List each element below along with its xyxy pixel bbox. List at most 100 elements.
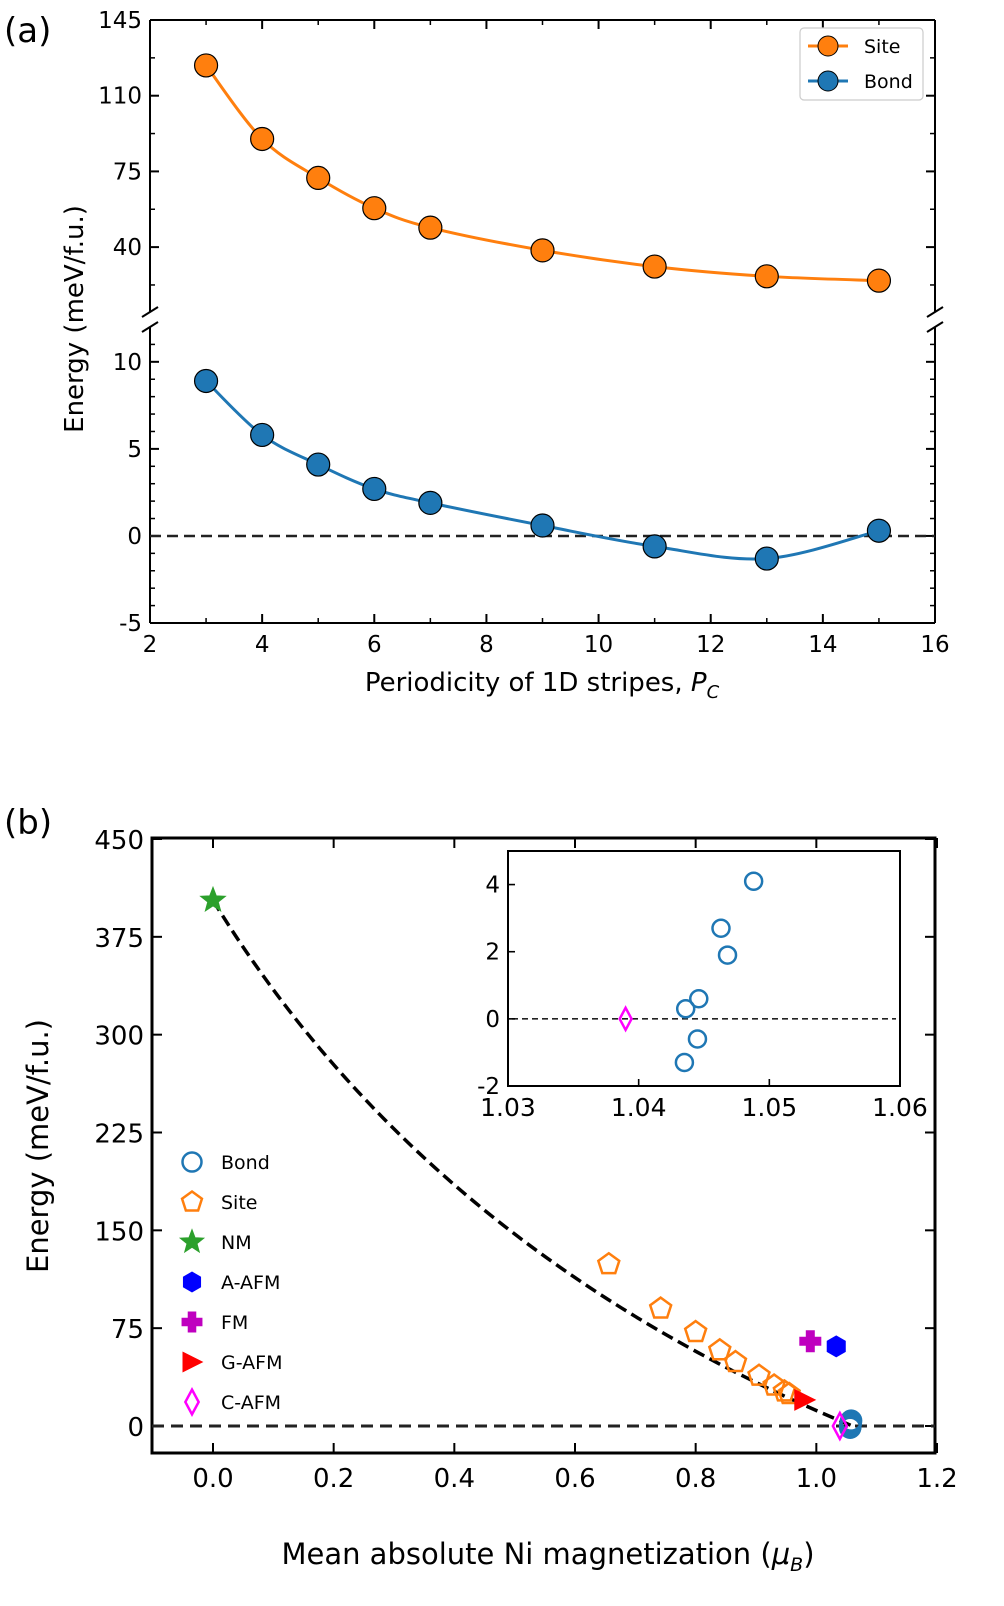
panel-b-y-axis-label: Energy (meV/f.u.) — [21, 1019, 55, 1273]
inset-x-tick-label: 1.06 — [872, 1093, 928, 1122]
axis-break-mark-left-1 — [141, 306, 159, 318]
legend-site-label: Site — [221, 1192, 257, 1214]
x-tick-label: 2 — [143, 632, 158, 658]
y-tick-label: 225 — [94, 1120, 144, 1150]
y-tick-label: 150 — [94, 1217, 144, 1247]
x-tick-label: 4 — [255, 632, 270, 658]
y-tick-label: 5 — [127, 437, 142, 463]
site-data-point — [642, 254, 667, 279]
panel-b-x-ticks: 0.0 0.2 0.4 0.6 0.8 1.0 1.2 — [192, 838, 958, 1494]
panel-b-label: (b) — [4, 803, 52, 843]
panel-a-series — [193, 53, 892, 571]
legend-c-afm-marker — [183, 1387, 201, 1417]
y-tick-label: -5 — [119, 611, 142, 637]
site-data-point — [596, 1251, 621, 1275]
legend-bond-marker — [817, 70, 839, 92]
site-data-point — [362, 196, 387, 221]
inset-x-ticks: 1.03 1.04 1.05 1.06 — [480, 1079, 928, 1122]
site-data-point — [530, 238, 555, 263]
x-tick-label: 6 — [367, 632, 382, 658]
bond-data-point — [418, 490, 443, 515]
y-tick-label: 10 — [113, 350, 142, 376]
bond-data-point — [839, 1409, 863, 1432]
bond-data-point — [530, 513, 555, 538]
legend-site-marker — [817, 35, 839, 57]
panel-b: (b) 0.0 0.2 0.4 0.6 0.8 1.0 1.2 0 75 150 225 300 37… — [4, 803, 958, 1576]
y-tick-label: 300 — [94, 1022, 144, 1052]
y-tick-label: 40 — [113, 235, 142, 261]
x-tick-label: 0.2 — [313, 1464, 354, 1494]
bond-data-point — [754, 546, 779, 571]
legend-g-afm-label: G-AFM — [221, 1352, 282, 1374]
legend-bond-label: Bond — [864, 71, 913, 93]
inset-bond-data-point — [711, 918, 731, 938]
panel-a-label: (a) — [4, 11, 51, 51]
site-data-point — [250, 126, 275, 152]
x-tick-label: 0.8 — [675, 1464, 716, 1494]
legend-bond-marker — [181, 1151, 203, 1173]
inset-y-tick-label: 4 — [485, 873, 500, 899]
inset-bond-data-point — [675, 999, 696, 1019]
legend-site-marker — [180, 1190, 204, 1212]
legend-site-label: Site — [864, 36, 900, 58]
y-tick-label: 375 — [94, 924, 144, 954]
inset-bond-data-point — [743, 871, 764, 891]
bond-data-point — [306, 452, 331, 477]
bond-data-point — [866, 518, 892, 543]
panel-b-y-ticks: 0 75 150 225 300 375 450 — [94, 826, 935, 1443]
site-data-point — [418, 215, 443, 240]
axis-break-mark-right-2 — [926, 321, 944, 333]
panel-b-x-axis-label: Mean absolute Ni magnetization (μB) — [281, 1537, 814, 1576]
legend-fm-label: FM — [221, 1312, 248, 1334]
bond-data-point — [193, 368, 219, 394]
inset-y-ticks: -2 0 2 4 — [477, 873, 515, 1100]
site-data-point — [648, 1296, 673, 1319]
panel-b-frame — [150, 836, 937, 1455]
site-data-point — [747, 1363, 771, 1386]
x-tick-label: 1.2 — [916, 1464, 957, 1494]
panel-a-upper-y-ticks: 40 75 110 145 — [98, 8, 935, 286]
legend-nm-marker — [178, 1228, 206, 1254]
legend-fm-marker — [181, 1311, 203, 1333]
inset-c-afm-data-point — [618, 1005, 633, 1033]
legend-a-afm-marker — [182, 1271, 202, 1293]
inset-x-tick-label: 1.05 — [741, 1093, 797, 1122]
panel-a-legend: Site Bond — [799, 27, 924, 101]
legend-bond-label: Bond — [221, 1152, 270, 1174]
panel-a-x-axis-label: Periodicity of 1D stripes, PC — [365, 668, 720, 703]
axis-break-mark-left-2 — [141, 321, 159, 333]
inset-bond-data-point — [717, 945, 738, 965]
site-data-point — [193, 53, 219, 78]
site-data-point — [754, 264, 779, 289]
site-data-point — [707, 1337, 732, 1361]
axis-break-mark-right-1 — [926, 306, 944, 318]
y-tick-label: 75 — [111, 1315, 144, 1345]
panel-b-series — [199, 885, 863, 1442]
panel-b-legend: Bond Site NM A-AFM FM G-AFM C-AFM — [178, 1151, 282, 1417]
legend-a-afm-label: A-AFM — [221, 1272, 280, 1294]
inset-y-tick-label: 2 — [485, 940, 500, 966]
inset-bond-data-point — [674, 1052, 695, 1073]
site-data-point — [306, 165, 331, 190]
inset-bond-data-point — [687, 1029, 708, 1049]
inset-x-tick-label: 1.03 — [480, 1093, 536, 1122]
inset-y-tick-label: -2 — [477, 1074, 500, 1100]
x-tick-label: 10 — [584, 632, 613, 658]
legend-g-afm-marker — [182, 1351, 204, 1373]
a-afm-data-point — [826, 1335, 846, 1358]
legend-nm-label: NM — [221, 1232, 252, 1254]
inset-frame — [507, 850, 901, 1087]
bond-data-point — [362, 476, 387, 502]
panel-a-lower-y-ticks: -5 0 5 10 — [113, 343, 935, 637]
y-tick-label: 0 — [127, 524, 142, 550]
y-tick-label: 75 — [113, 159, 142, 185]
inset-bond-data-point — [689, 988, 709, 1009]
g-afm-data-point — [794, 1388, 817, 1411]
site-data-point — [777, 1381, 802, 1405]
x-tick-label: 0.4 — [434, 1464, 475, 1494]
x-tick-label: 16 — [920, 632, 949, 658]
panel-a-x-ticks: 2 4 6 8 10 12 14 16 — [143, 20, 950, 658]
nm-data-point — [199, 885, 227, 912]
legend-c-afm-label: C-AFM — [221, 1392, 281, 1414]
bond-data-point — [642, 534, 667, 559]
